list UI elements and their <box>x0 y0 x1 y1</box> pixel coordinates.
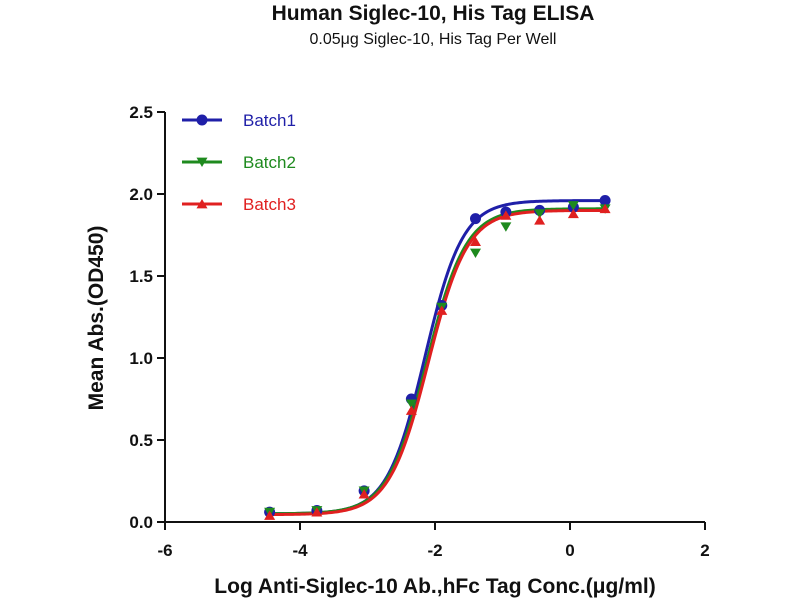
data-points <box>264 195 611 520</box>
x-axis-label: Log Anti-Siglec-10 Ab.,hFc Tag Conc.(μg/… <box>214 575 655 598</box>
data-point-batch2 <box>405 399 417 409</box>
legend-marker-batch2 <box>196 157 208 167</box>
data-point-batch2 <box>500 222 512 232</box>
data-point-batch3 <box>264 510 276 520</box>
data-point-batch2 <box>567 201 579 211</box>
legend: Batch1 Batch2 Batch3 <box>182 111 296 214</box>
y-tick-label: 0.5 <box>129 431 153 450</box>
data-point-batch1 <box>599 195 611 207</box>
legend-marker-batch1 <box>196 114 208 126</box>
y-tick-label: 1.0 <box>129 349 153 368</box>
y-tick-label: 2.0 <box>129 185 153 204</box>
chart-subtitle: 0.05μg Siglec-10, His Tag Per Well <box>309 31 557 48</box>
x-tick-label: 2 <box>700 541 709 560</box>
x-tick-label: -4 <box>292 541 308 560</box>
data-point-batch3 <box>405 405 417 415</box>
chart-title: Human Siglec-10, His Tag ELISA <box>271 2 595 25</box>
y-axis-label: Mean Abs.(OD450) <box>85 226 108 411</box>
x-tick-label: -6 <box>157 541 172 560</box>
legend-label-batch1: Batch1 <box>243 111 296 130</box>
x-tick-label: -2 <box>427 541 442 560</box>
fit-curve-batch1 <box>269 199 606 516</box>
data-point-batch3 <box>358 489 370 499</box>
data-point-batch2 <box>470 248 481 258</box>
data-point-batch3 <box>470 236 481 246</box>
fit-curves <box>269 199 606 517</box>
fit-curve-batch2 <box>269 207 606 516</box>
data-point-batch3 <box>599 203 611 214</box>
y-tick-label: 2.5 <box>129 103 153 122</box>
data-point-batch3 <box>436 305 448 315</box>
legend-marker-batch3 <box>196 199 208 209</box>
fit-curve-batch3 <box>269 208 606 517</box>
legend-label-batch2: Batch2 <box>243 153 296 172</box>
data-point-batch1 <box>470 213 481 225</box>
data-point-batch3 <box>311 507 323 517</box>
data-point-batch3 <box>567 208 579 219</box>
y-tick-label: 1.5 <box>129 267 153 286</box>
axes: -6 -4 -2 0 2 0.0 0.5 1.0 1.5 2.0 2.5 <box>129 103 709 560</box>
data-point-batch2 <box>534 209 546 219</box>
legend-label-batch3: Batch3 <box>243 195 296 214</box>
y-tick-label: 0.0 <box>129 513 153 532</box>
data-point-batch3 <box>534 215 546 225</box>
x-tick-label: 0 <box>565 541 574 560</box>
data-point-batch3 <box>500 210 512 220</box>
